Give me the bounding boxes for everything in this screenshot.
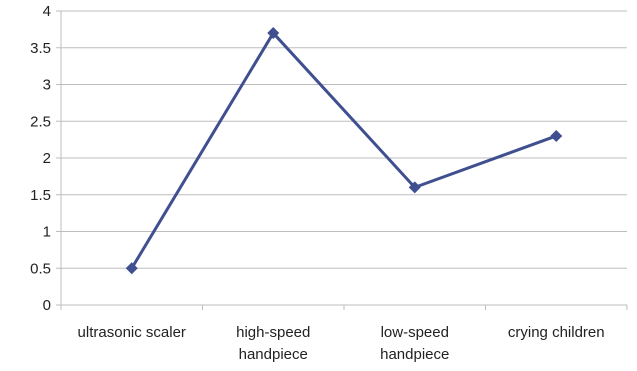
x-tick-label-line: low-speed (381, 324, 449, 341)
y-tick-label: 3.5 (30, 40, 51, 57)
data-point (408, 181, 421, 194)
x-tick-label-line: handpiece (239, 346, 308, 363)
y-tick-label: 4 (43, 3, 51, 20)
y-tick-label: 2 (43, 150, 51, 167)
y-axis: 0 0.5 1 1.5 2 2.5 3 3.5 4 (30, 3, 62, 314)
y-tick-label: 0 (43, 297, 51, 314)
x-tick-label-line: high-speed (236, 324, 310, 341)
x-tick-label: ultrasonic scaler (78, 324, 186, 341)
x-tick-label-line: ultrasonic scaler (78, 324, 186, 341)
x-tick-label-line: crying children (508, 324, 605, 341)
x-tick-label: crying children (508, 324, 605, 341)
x-axis: ultrasonic scaler high-speed handpiecelow-… (60, 304, 628, 363)
x-tick-label: high-speed handpiece (236, 324, 310, 363)
y-tick-label: 2.5 (30, 113, 51, 130)
y-tick-label: 1 (43, 224, 51, 241)
x-tick-label: low-speed handpiece (380, 324, 449, 363)
y-tick-label: 3 (43, 77, 51, 94)
y-tick-label: 1.5 (30, 187, 51, 204)
series-line-path (130, 31, 557, 270)
data-point (125, 262, 138, 275)
data-point (550, 129, 563, 142)
y-tick-label: 0.5 (30, 260, 51, 277)
series-line (125, 27, 563, 275)
data-point (267, 27, 280, 40)
x-tick-label-line: handpiece (380, 346, 449, 363)
